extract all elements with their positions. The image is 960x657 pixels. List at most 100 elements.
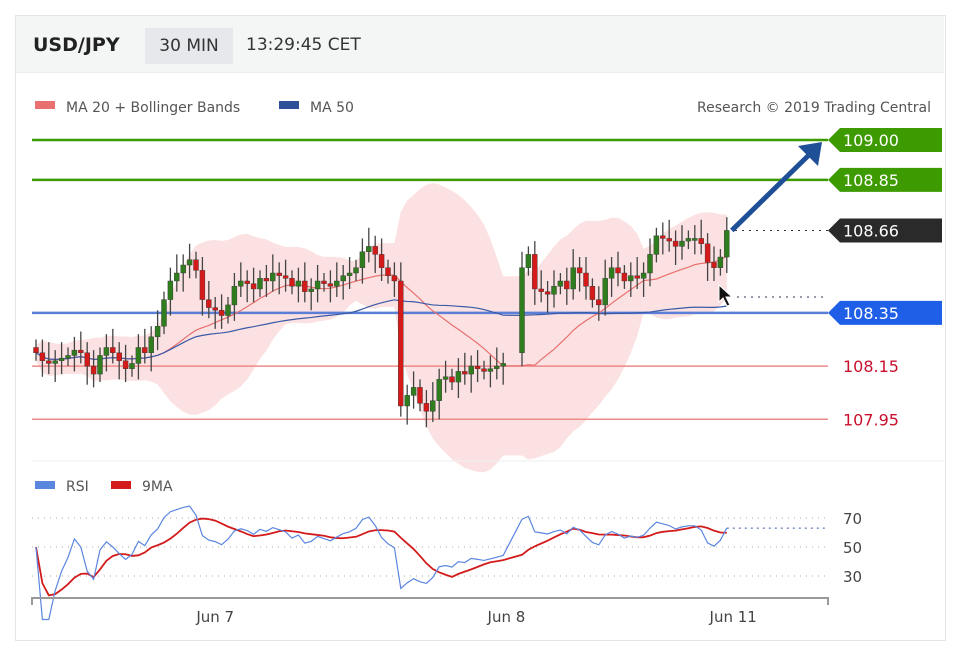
candle-body bbox=[78, 349, 84, 354]
candle-body bbox=[462, 371, 468, 375]
candle-body bbox=[724, 230, 730, 258]
bollinger-bands bbox=[36, 183, 727, 473]
candle-body bbox=[410, 387, 417, 396]
moving-averages bbox=[35, 255, 728, 367]
candle-body bbox=[570, 267, 576, 290]
candle-body bbox=[660, 235, 666, 239]
target-level-tag bbox=[828, 128, 942, 152]
candle-body bbox=[225, 304, 231, 316]
timeframe-button[interactable]: 30 MIN bbox=[145, 28, 233, 64]
candle-body bbox=[199, 270, 206, 300]
candle-body bbox=[589, 286, 596, 300]
candle-body bbox=[135, 347, 142, 364]
current-level-tag bbox=[828, 218, 942, 243]
candle-body bbox=[84, 352, 90, 367]
x-tick-label: Jun 8 bbox=[487, 608, 526, 626]
candle-body bbox=[672, 240, 679, 247]
candle-body bbox=[186, 259, 193, 266]
candle-body bbox=[455, 371, 462, 383]
candle-body bbox=[634, 275, 640, 279]
candle-body bbox=[263, 278, 270, 282]
bollinger-band-area bbox=[36, 183, 727, 473]
candle-body bbox=[65, 355, 71, 359]
candle-body bbox=[538, 288, 544, 292]
rsi-ma-legend-swatch bbox=[111, 481, 131, 489]
candle-body bbox=[666, 238, 672, 242]
candle-body bbox=[110, 347, 116, 354]
candle-body bbox=[244, 280, 250, 284]
pivot-level-label: 108.35 bbox=[843, 304, 899, 323]
x-axis-ticks: Jun 7 Jun 8 Jun 11 bbox=[195, 608, 757, 626]
candle-body bbox=[154, 326, 161, 338]
candle-body bbox=[628, 275, 634, 282]
candle-body bbox=[621, 272, 628, 282]
candle-body bbox=[353, 267, 359, 274]
candle-body bbox=[685, 238, 692, 242]
candle-body bbox=[346, 272, 353, 276]
candle-body bbox=[417, 387, 423, 404]
candle-body bbox=[583, 272, 589, 287]
candle-body bbox=[33, 347, 39, 354]
candle-body bbox=[544, 291, 551, 295]
ma20-legend-swatch bbox=[35, 101, 55, 109]
candle-body bbox=[174, 272, 180, 282]
ma20-legend-label: MA 20 + Bollinger Bands bbox=[66, 100, 240, 116]
candle-body bbox=[474, 365, 481, 369]
rsi-tick-label: 50 bbox=[843, 539, 862, 557]
candle-body bbox=[500, 363, 506, 367]
candle-body bbox=[430, 400, 436, 412]
candle-body bbox=[494, 365, 500, 369]
candle-body bbox=[257, 278, 263, 290]
candle-body bbox=[698, 238, 704, 244]
x-tick-label: Jun 7 bbox=[195, 608, 234, 626]
candle-body bbox=[161, 299, 167, 327]
candle-body bbox=[640, 272, 647, 279]
rsi-legend-swatch bbox=[35, 481, 55, 489]
candle-body bbox=[250, 283, 257, 290]
candle-body bbox=[321, 280, 327, 284]
candle-body bbox=[442, 376, 449, 380]
candle-body bbox=[238, 280, 244, 287]
target-level-label: 108.85 bbox=[843, 171, 899, 190]
candle-body bbox=[359, 251, 366, 268]
candle-body bbox=[180, 264, 186, 274]
candle-body bbox=[52, 360, 58, 364]
candle-body bbox=[193, 259, 199, 271]
candle-body bbox=[314, 280, 321, 290]
ma50-legend-label: MA 50 bbox=[310, 100, 354, 116]
pivot-level-tag bbox=[828, 300, 942, 325]
rsi-grid: 70 50 30 bbox=[32, 510, 862, 586]
candle-body bbox=[557, 280, 564, 287]
candle-body bbox=[551, 286, 557, 295]
rsi-legend: RSI 9MA bbox=[35, 479, 173, 495]
candle-body bbox=[148, 336, 154, 353]
target-level-tag bbox=[828, 167, 942, 192]
candle-body bbox=[576, 267, 583, 274]
candle-body bbox=[372, 246, 378, 255]
candle-body bbox=[46, 360, 52, 364]
current-level-label: 108.66 bbox=[843, 221, 899, 240]
candle-body bbox=[404, 395, 410, 407]
candle-body bbox=[391, 275, 398, 282]
candle-body bbox=[58, 357, 65, 361]
candle-body bbox=[212, 307, 218, 311]
rsi-legend-label: RSI bbox=[66, 479, 89, 495]
candle-body bbox=[532, 254, 538, 290]
candle-body bbox=[487, 368, 494, 372]
candle-body bbox=[97, 355, 103, 375]
forecast-arrow bbox=[730, 150, 814, 233]
candle-body bbox=[525, 254, 532, 268]
price-levels bbox=[32, 138, 828, 421]
candle-body bbox=[468, 365, 474, 375]
candle-body bbox=[334, 280, 340, 287]
candle-body bbox=[276, 272, 282, 276]
rsi-lines bbox=[35, 505, 728, 621]
candle-body bbox=[116, 352, 122, 361]
chart-header: USD/JPY 30 MIN 13:29:45 CET bbox=[16, 16, 944, 73]
candle-body bbox=[647, 254, 653, 274]
candle-body bbox=[282, 275, 289, 279]
rsi-ma-legend-label: 9MA bbox=[142, 479, 173, 495]
rsi-tick-label: 70 bbox=[843, 510, 862, 528]
candle-body bbox=[103, 347, 110, 356]
candle-body bbox=[398, 280, 404, 407]
